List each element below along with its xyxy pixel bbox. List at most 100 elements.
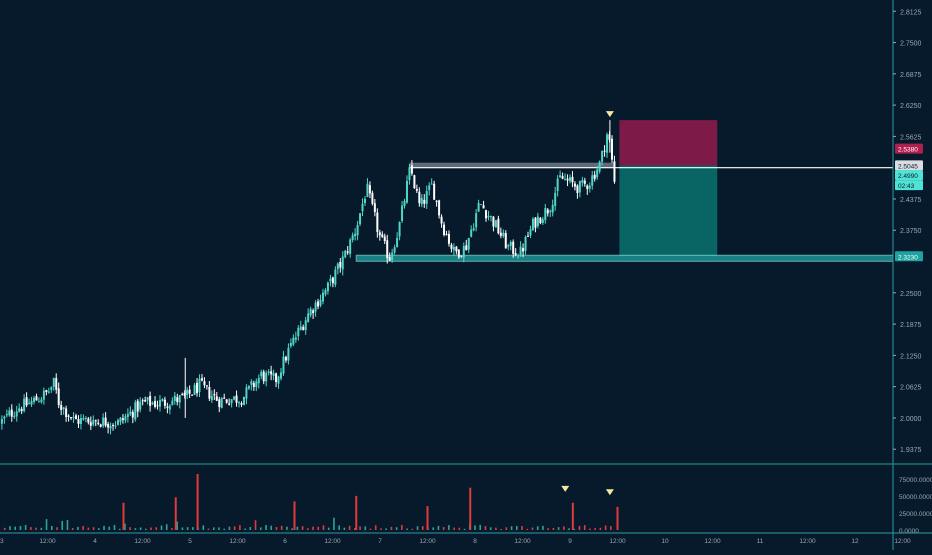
volume-bar [359,526,361,530]
candle-body [42,390,45,400]
volume-bar [448,525,450,530]
candle-body [210,395,213,401]
volume-bar [479,524,482,530]
volume-bar [30,527,32,530]
candle-body [20,409,23,412]
candle-body [141,400,144,402]
candle-body [452,246,455,251]
candle-body [139,401,142,410]
candle-body [104,417,107,426]
candle-body [136,400,139,412]
volume-bar [124,523,126,530]
candle-body [149,395,152,406]
volume-bar [24,525,27,530]
candle-body [334,269,337,285]
stop-price-label: 2.5380 [898,147,918,154]
price-tick-label: 2.0000 [900,416,922,423]
candle-body [571,176,574,183]
candle-body [99,424,102,427]
candle-body [102,417,105,426]
volume-bar [77,526,79,530]
candle-body [401,205,404,221]
volume-bar [563,526,565,530]
candle-body [393,247,396,253]
volume-bar [568,528,570,530]
volume-bar [390,526,393,530]
volume-bar [40,527,43,530]
volume-bar [411,528,414,530]
volume-tick-label: 25000.0000 [899,511,932,518]
candle-body [55,378,58,390]
candle-body [470,229,473,237]
volume-bar [604,525,607,530]
candle-body [166,406,169,408]
candle-body [60,404,63,410]
price-labels: 2.5380 2.5045 2.4990 02:43 2.3230 [895,143,923,262]
volume-bar [616,506,619,530]
volume-bar [228,526,231,530]
candle-body [282,356,285,374]
candle-body [588,185,591,189]
volume-bar [192,527,194,530]
price-tick-label: 2.6875 [900,72,922,79]
candle-body [591,175,594,186]
volume-bar [374,525,377,530]
candle-body [168,405,171,410]
candle-body [57,388,60,406]
candle-body [472,228,475,231]
volume-bar [19,525,22,530]
candle-body [329,278,332,282]
time-tick-label: 12:00 [799,538,816,545]
candle-body [284,356,287,361]
candle-body [443,224,446,235]
volume-bar [113,525,116,530]
volume-bar [583,525,586,530]
volume-bar [155,527,158,530]
price-tick-label: 2.1250 [900,353,922,360]
candle-body [336,263,339,270]
volume-bar [98,528,100,530]
candle-body [70,417,73,419]
volume-bar [181,527,184,530]
candle-body [121,418,124,420]
candle-body [304,320,307,331]
volume-bar [176,521,178,530]
candle-body [539,218,542,224]
candle-body [250,381,253,385]
candle-body [294,337,297,340]
candle-body [368,185,371,194]
candle-body [344,250,347,258]
candle-body [156,405,159,407]
candle-body [381,234,384,237]
candle-body [203,381,206,386]
volume-bar [202,525,205,530]
candle-body [131,411,134,418]
candle-body [531,218,534,231]
signal-markers [561,111,614,496]
candle-body [398,222,401,237]
candle-body [339,262,342,268]
candle-body [480,204,483,206]
candle-body [499,232,502,236]
volume-bar [174,497,177,530]
volume-bar [458,527,461,530]
candle-body [275,373,278,383]
candle-body [435,200,438,202]
candle-body [270,371,273,375]
price-tick-label: 2.6250 [900,103,922,110]
candle-body [425,191,428,204]
candle-body [566,178,569,181]
volume-bar [416,526,419,530]
volume-bar [122,502,125,530]
candle-body [420,198,423,205]
volume-bar [354,527,356,530]
candle-body [376,212,379,232]
last-price-label: 2.4990 [898,173,918,180]
volume-bar [453,527,455,530]
candle-body [176,397,179,403]
candle-body [178,395,181,403]
candle-body [549,210,552,212]
candle-body [561,176,564,179]
